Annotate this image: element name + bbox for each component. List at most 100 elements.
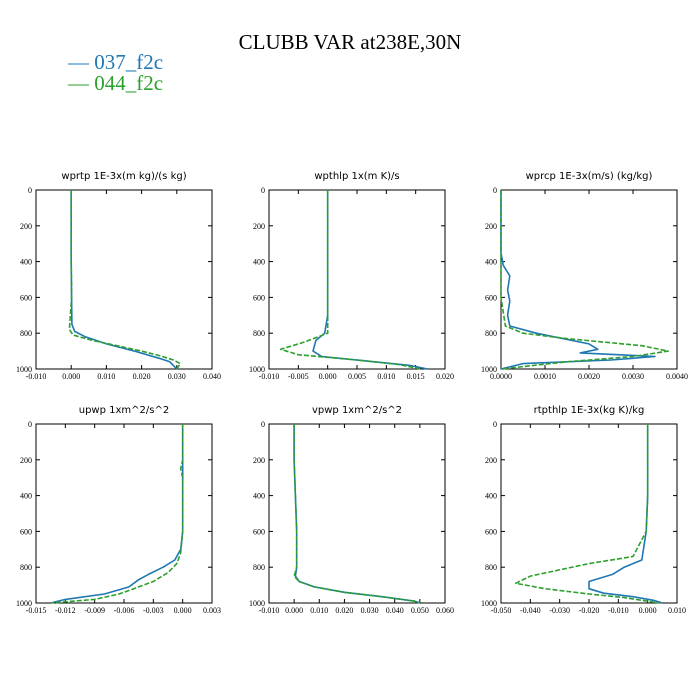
y-tick-label: 1000	[481, 599, 497, 608]
x-tick-label: 0.010	[377, 372, 395, 381]
y-tick-label: 1000	[249, 365, 265, 374]
y-tick-label: 600	[253, 293, 265, 302]
subplot-title: wprcp 1E-3x(m/s) (kg/kg)	[526, 171, 653, 182]
subplot-title: wprtp 1E-3x(m kg)/(s kg)	[61, 171, 186, 182]
y-tick-label: 200	[485, 222, 497, 231]
y-tick-label: 1000	[16, 365, 32, 374]
figure-title: CLUBB VAR at238E,30N	[238, 30, 462, 54]
x-tick-label: 0.0040	[666, 372, 688, 381]
plot-frame	[35, 423, 213, 604]
x-tick-label: 0.000	[62, 372, 80, 381]
y-tick-label: 800	[485, 329, 497, 338]
x-tick-label: -0.050	[491, 606, 512, 615]
x-tick-label: -0.003	[143, 606, 164, 615]
x-tick-label: 0.040	[203, 372, 221, 381]
x-tick-label: 0.060	[436, 606, 454, 615]
plot-frame	[268, 423, 446, 604]
y-tick-label: 0	[261, 420, 265, 429]
x-tick-label: -0.010	[259, 606, 280, 615]
subplot-1: wprtp 1E-3x(m kg)/(s kg) -0.010 0.000 0.010…	[16, 171, 221, 381]
y-tick-label: 200	[20, 222, 32, 231]
y-tick-label: 0	[261, 186, 265, 195]
series-line-044	[293, 424, 421, 604]
plot-frame	[500, 189, 678, 370]
series-line-037	[70, 190, 178, 370]
x-tick-label: 0.040	[386, 606, 404, 615]
x-tick-label: 0.010	[668, 606, 686, 615]
x-tick-label: 0.000	[319, 372, 337, 381]
subplot-title: upwp 1xm^2/s^2	[79, 405, 169, 416]
x-tick-label: 0.0010	[534, 372, 556, 381]
series-line-044	[500, 190, 670, 370]
x-tick-label: -0.020	[579, 606, 600, 615]
y-tick-label: 0	[28, 186, 32, 195]
subplot-6: rtpthlp 1E-3x(kg K)/kg -0.050 -0.040 -0.030…	[481, 405, 686, 615]
y-tick-label: 1000	[481, 365, 497, 374]
series-line-037	[312, 190, 428, 370]
x-tick-label: 0.003	[203, 606, 221, 615]
y-tick-label: 200	[253, 222, 265, 231]
x-tick-label: 0.0020	[578, 372, 600, 381]
y-tick-label: 400	[20, 492, 32, 501]
subplot-title: rtpthlp 1E-3x(kg K)/kg	[534, 405, 645, 416]
series-line-044	[279, 190, 422, 370]
y-tick-label: 200	[20, 456, 32, 465]
y-tick-label: 400	[253, 258, 265, 267]
x-tick-label: 0.005	[348, 372, 366, 381]
subplot-5: vpwp 1xm^2/s^2 -0.010 0.000 0.010 0.020 0.030…	[249, 405, 454, 615]
plot-frame	[500, 423, 678, 604]
x-tick-label: -0.006	[114, 606, 135, 615]
x-tick-label: -0.040	[520, 606, 541, 615]
subplot-3: wprcp 1E-3x(m/s) (kg/kg) 0.0000 0.0010 0.00…	[481, 171, 688, 381]
plot-frame	[35, 189, 213, 370]
x-tick-label: -0.010	[608, 606, 629, 615]
x-tick-label: 0.030	[168, 372, 186, 381]
subplot-title: wpthlp 1x(m K)/s	[314, 171, 399, 182]
y-tick-label: 1000	[16, 599, 32, 608]
series-line-037	[500, 190, 656, 370]
legend-item-044: — 044_f2c	[68, 71, 164, 95]
y-tick-label: 600	[20, 527, 32, 536]
y-tick-label: 400	[485, 492, 497, 501]
series-line-037	[50, 424, 184, 604]
series-line-037	[293, 424, 421, 604]
subplot-4: upwp 1xm^2/s^2 -0.015 -0.012 -0.009 -0.006 -0…	[16, 405, 221, 615]
y-tick-label: 800	[485, 563, 497, 572]
x-tick-label: -0.012	[55, 606, 76, 615]
subplot-2: wpthlp 1x(m K)/s -0.010 -0.005 0.000 0.005 0.…	[249, 171, 454, 381]
x-tick-label: -0.009	[84, 606, 105, 615]
y-tick-label: 600	[485, 527, 497, 536]
y-tick-label: 0	[493, 420, 497, 429]
legend: — 037_f2c — 044_f2c	[68, 52, 163, 94]
y-tick-label: 400	[485, 258, 497, 267]
y-tick-label: 0	[493, 186, 497, 195]
x-tick-label: 0.000	[285, 606, 303, 615]
x-tick-label: 0.010	[310, 606, 328, 615]
y-tick-label: 800	[253, 563, 265, 572]
x-tick-label: 0.000	[174, 606, 192, 615]
legend-item-037: — 037_f2c	[68, 50, 164, 74]
y-tick-label: 1000	[249, 599, 265, 608]
y-tick-label: 800	[20, 329, 32, 338]
series-line-037	[588, 424, 663, 604]
x-tick-label: 0.020	[436, 372, 454, 381]
x-tick-label: 0.030	[361, 606, 379, 615]
x-tick-label: 0.0000	[490, 372, 512, 381]
subplot-title: vpwp 1xm^2/s^2	[312, 405, 402, 416]
x-tick-label: -0.010	[26, 372, 47, 381]
series-line-044	[514, 424, 660, 604]
y-tick-label: 800	[253, 329, 265, 338]
y-tick-label: 200	[485, 456, 497, 465]
y-tick-label: 800	[20, 563, 32, 572]
x-tick-label: -0.030	[549, 606, 570, 615]
x-tick-label: 0.000	[639, 606, 657, 615]
x-tick-label: 0.0030	[622, 372, 644, 381]
plot-frame	[268, 189, 446, 370]
x-tick-label: 0.020	[335, 606, 353, 615]
x-tick-label: -0.005	[288, 372, 309, 381]
x-tick-label: 0.050	[411, 606, 429, 615]
x-tick-label: 0.010	[97, 372, 115, 381]
y-tick-label: 400	[20, 258, 32, 267]
x-tick-label: 0.015	[407, 372, 425, 381]
